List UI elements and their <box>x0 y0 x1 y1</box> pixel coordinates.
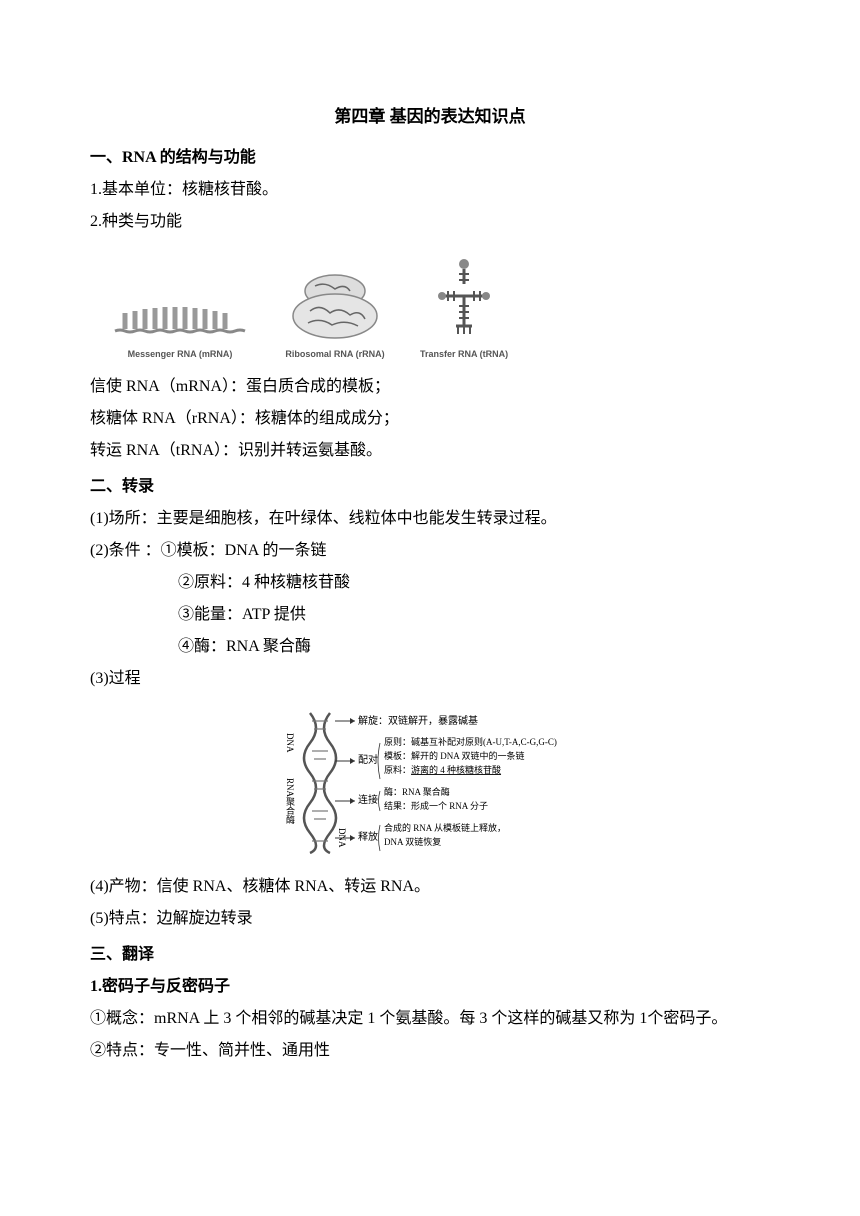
section-2-heading: 二、转录 <box>90 471 770 503</box>
s2-line4: (4)产物：信使 RNA、核糖体 RNA、转运 RNA。 <box>90 871 770 903</box>
diag-pair-material: 原料：游离的 4 种核糖核苷酸 <box>384 764 501 775</box>
s2-line5: (5)特点：边解旋边转录 <box>90 903 770 935</box>
transcription-diagram: DNA RNA聚合酶 DNA 解旋：双链解开，暴露碱基 配对 原则：碱基互补配对… <box>90 703 770 863</box>
s1-line1: 1.基本单位：核糖核苷酸。 <box>90 174 770 206</box>
s2-line2d: ④酶：RNA 聚合酶 <box>90 631 770 663</box>
s2-line2: (2)条件 ：①模板：DNA 的一条链 <box>90 535 770 567</box>
rrna-block: Ribosomal RNA (rRNA) <box>280 271 390 363</box>
diag-pair-template: 模板：解开的 DNA 双链中的一条链 <box>384 750 525 761</box>
diag-connect-enzyme: 酶：RNA 聚合酶 <box>384 786 450 797</box>
diag-release-2: DNA 双链恢复 <box>384 836 441 847</box>
mrna-icon <box>110 291 250 341</box>
rna-types-figure: Messenger RNA (mRNA) Ribosomal RNA (rRNA… <box>90 256 770 363</box>
trna-caption: Transfer RNA (tRNA) <box>420 345 508 363</box>
rna-polymerase-label: RNA聚合酶 <box>285 778 295 825</box>
s1-line2: 2.种类与功能 <box>90 206 770 238</box>
s1-desc-rrna: 核糖体 RNA（rRNA）：核糖体的组成成分； <box>90 403 770 435</box>
diag-pair-rule: 原则：碱基互补配对原则(A-U,T-A,C-G,G-C) <box>384 736 557 747</box>
chapter-title: 第四章 基因的表达知识点 <box>90 100 770 134</box>
dna-label-top: DNA <box>285 733 295 753</box>
s1-desc-mrna: 信使 RNA（mRNA）：蛋白质合成的模板； <box>90 371 770 403</box>
document-page: 第四章 基因的表达知识点 一、RNA 的结构与功能 1.基本单位：核糖核苷酸。 … <box>0 0 860 1127</box>
trna-block: Transfer RNA (tRNA) <box>420 256 508 363</box>
s2-line2c: ③能量：ATP 提供 <box>90 599 770 631</box>
s3-line1: ①概念：mRNA 上 3 个相邻的碱基决定 1 个氨基酸。每 3 个这样的碱基又… <box>90 1003 770 1035</box>
rrna-caption: Ribosomal RNA (rRNA) <box>285 345 384 363</box>
mrna-block: Messenger RNA (mRNA) <box>110 291 250 363</box>
trna-icon <box>434 256 494 341</box>
transcription-diagram-svg: DNA RNA聚合酶 DNA 解旋：双链解开，暴露碱基 配对 原则：碱基互补配对… <box>260 703 600 863</box>
diag-pair-title: 配对 <box>358 753 378 766</box>
diag-connect-title: 连接 <box>358 793 378 806</box>
diag-release-title: 释放 <box>358 830 378 843</box>
diag-pair-material-u: 游离的 4 种核糖核苷酸 <box>411 764 501 775</box>
s3-sub1: 1.密码子与反密码子 <box>90 971 770 1003</box>
diag-unwind: 解旋：双链解开，暴露碱基 <box>358 714 478 727</box>
s2-line1: (1)场所：主要是细胞核，在叶绿体、线粒体中也能发生转录过程。 <box>90 503 770 535</box>
s2-line2b: ②原料：4 种核糖核苷酸 <box>90 567 770 599</box>
rrna-icon <box>280 271 390 341</box>
s1-desc-trna: 转运 RNA（tRNA）：识别并转运氨基酸。 <box>90 435 770 467</box>
mrna-caption: Messenger RNA (mRNA) <box>128 345 233 363</box>
s3-line2: ②特点：专一性、简并性、通用性 <box>90 1035 770 1067</box>
diag-connect-result: 结果：形成一个 RNA 分子 <box>384 800 488 811</box>
section-1-heading: 一、RNA 的结构与功能 <box>90 142 770 174</box>
s2-line3: (3)过程 <box>90 663 770 695</box>
diag-release-1: 合成的 RNA 从模板链上释放， <box>384 822 506 833</box>
section-3-heading: 三、翻译 <box>90 939 770 971</box>
